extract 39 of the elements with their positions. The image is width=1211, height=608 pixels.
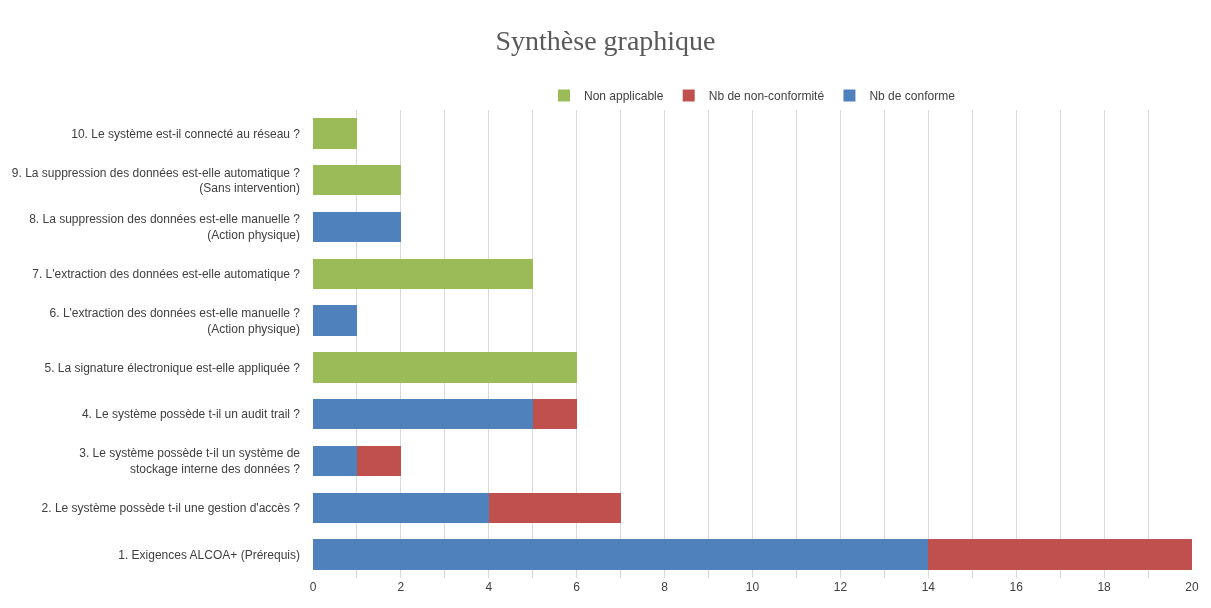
- bar: [488, 492, 621, 524]
- bar: [313, 492, 489, 524]
- chart-title: Synthèse graphique: [495, 25, 716, 56]
- y-tick-label: 1. Exigences ALCOA+ (Prérequis): [118, 547, 300, 562]
- bar: [532, 398, 577, 430]
- x-tick-label: 10: [745, 580, 760, 594]
- x-tick-label: 12: [833, 580, 848, 594]
- legend-label: Non applicable: [584, 89, 664, 104]
- x-tick-label: 14: [921, 580, 936, 594]
- bar: [313, 352, 577, 383]
- y-tick-label: 7. L'extraction des données est-elle automatique ?: [32, 267, 301, 281]
- x-tick-label: 0: [309, 580, 317, 594]
- y-tick-label: 5. La signature électronique est-elle appliquée ?: [44, 360, 301, 375]
- legend-label: Nb de non-conformité: [708, 89, 825, 104]
- x-tick-label: 16: [1009, 580, 1024, 594]
- legend-label: Nb de conforme: [869, 89, 956, 104]
- x-tick-label: 18: [1097, 580, 1112, 594]
- y-tick-label: 9. La suppression des données est-elle automatique ? (Sans intervention): [11, 165, 301, 196]
- x-tick-label: 6: [573, 580, 581, 594]
- bar: [313, 211, 401, 243]
- bar: [313, 539, 929, 570]
- bar: [928, 539, 1192, 570]
- bar: [313, 305, 357, 336]
- y-tick-label: 10. Le système est-il connecté au réseau ?: [71, 126, 301, 141]
- x-tick-label: 4: [485, 580, 493, 594]
- y-tick-label: 4. Le système possède t-il un audit trail ?: [81, 407, 301, 422]
- y-tick-label: 8. La suppression des données est-elle manuelle ? (Action physique): [29, 212, 301, 242]
- bar: [313, 118, 357, 149]
- bar: [313, 445, 357, 477]
- bar: [356, 445, 401, 477]
- x-tick-label: 2: [397, 580, 405, 594]
- y-tick-label: 2. Le système possède t-il une gestion d'accès ?: [41, 501, 301, 515]
- bar: [313, 398, 533, 430]
- y-tick-label: 6. L'extraction des données est-elle manuelle ? (Action physique): [49, 306, 301, 336]
- x-tick-label: 20: [1185, 580, 1199, 594]
- bar: [313, 164, 401, 196]
- bar: [313, 258, 533, 290]
- x-tick-label: 8: [661, 580, 669, 594]
- y-tick-label: 3. Le système possède t-il un système de stockage interne des données ?: [79, 446, 301, 476]
